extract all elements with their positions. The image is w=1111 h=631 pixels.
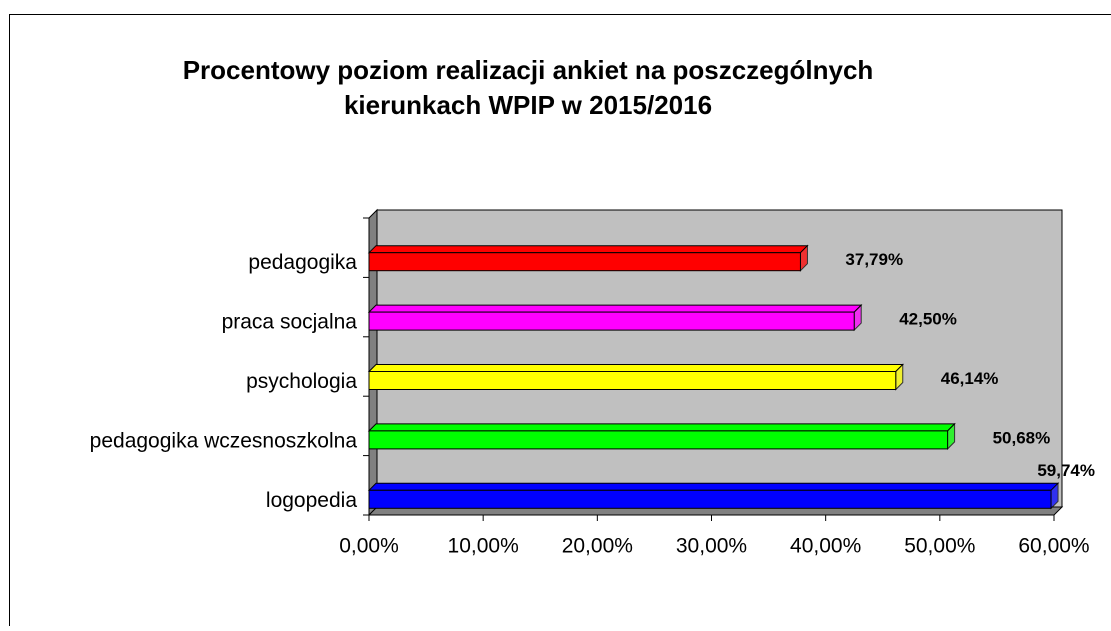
x-tick-label: 0,00% [339, 535, 399, 558]
x-tick-label: 20,00% [562, 535, 633, 558]
chart-title: Procentowy poziom realizacji ankiet na p… [183, 55, 874, 85]
data-label: 50,68% [993, 428, 1051, 447]
x-tick-label: 30,00% [676, 535, 747, 558]
x-tick-label: 60,00% [1018, 535, 1089, 558]
x-tick-label: 40,00% [790, 535, 861, 558]
x-tick-label: 10,00% [448, 535, 519, 558]
bar [369, 253, 800, 271]
y-tick-label: praca socjalna [222, 311, 358, 334]
bar-top [369, 305, 861, 312]
bar [369, 431, 948, 449]
data-label: 46,14% [941, 369, 999, 388]
data-label: 59,74% [1037, 461, 1095, 480]
bar [369, 490, 1051, 508]
y-tick-label: pedagogika [248, 251, 357, 274]
bar-top [369, 483, 1058, 490]
bar-top [369, 246, 807, 253]
x-tick-label: 50,00% [904, 535, 975, 558]
bar [369, 372, 896, 390]
y-tick-label: pedagogika wczesnoszkolna [90, 429, 358, 452]
y-tick-label: psychologia [246, 370, 357, 393]
chart-title: kierunkach WPIP w 2015/2016 [344, 90, 712, 120]
data-label: 37,79% [845, 250, 903, 269]
bar-top [369, 424, 955, 431]
bar-top [369, 365, 903, 372]
bar [369, 312, 854, 330]
data-label: 42,50% [899, 310, 957, 329]
y-tick-label: logopedia [266, 489, 357, 512]
